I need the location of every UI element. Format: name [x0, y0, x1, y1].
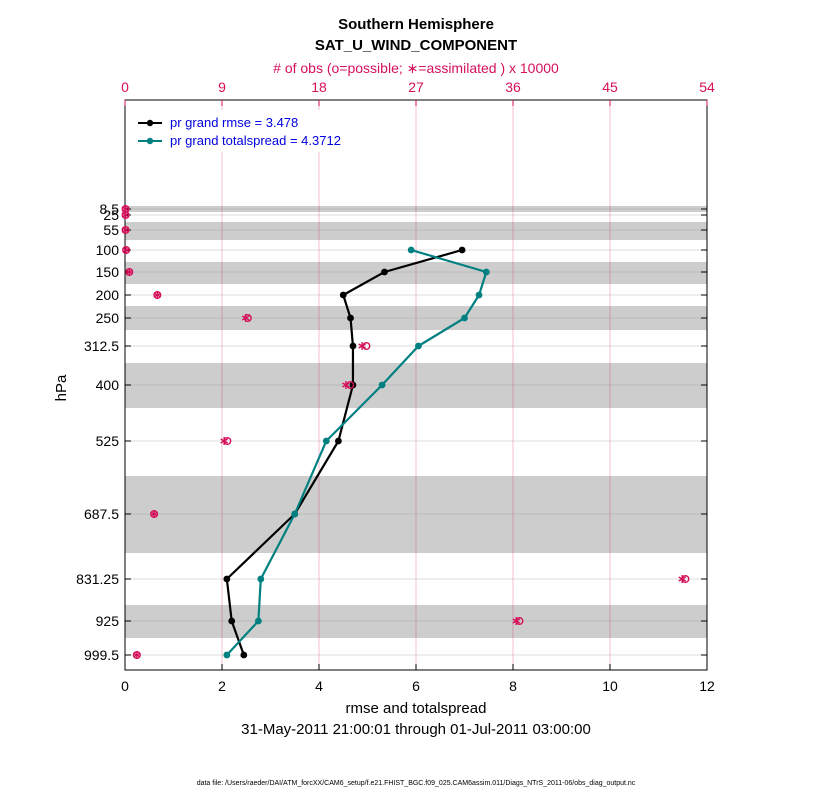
- obs-assimilated-marker: [125, 268, 134, 276]
- top-tick-label: 18: [311, 79, 327, 95]
- obs-assimilated-marker: [220, 437, 228, 445]
- y-tick-label: 925: [96, 613, 120, 629]
- rmse-point: [335, 437, 342, 445]
- rmse-point: [458, 246, 466, 254]
- y-tick-label: 999.5: [84, 647, 119, 663]
- top-tick-label: 0: [121, 79, 129, 95]
- obs-assimilated-marker: [241, 314, 250, 322]
- asterisk-stroke: [678, 576, 687, 582]
- y-axis-label: hPa: [53, 374, 70, 401]
- rmse-point: [228, 617, 236, 625]
- grid-lines: [125, 100, 707, 670]
- obs-assimilated-marker: [150, 510, 158, 518]
- obs-assimilated-marker: [133, 651, 141, 659]
- y-tick-label: 525: [96, 433, 120, 449]
- x-tick-label: 8: [509, 678, 517, 694]
- asterisk-stroke: [512, 618, 521, 624]
- rmse-point: [381, 268, 388, 276]
- obs-assimilated-marker: [121, 211, 130, 219]
- obs-assimilated-marker: [153, 291, 162, 299]
- y-tick-label: 687.5: [84, 506, 119, 522]
- level-band: [125, 262, 707, 284]
- y-tick-label: 8.5: [100, 201, 120, 217]
- obs-assimilated-marker: [122, 246, 130, 254]
- y-tick-label: 25: [103, 207, 119, 223]
- legend-spread-marker: [146, 137, 154, 145]
- x-tick-label: 10: [602, 678, 618, 694]
- top-axis-label: # of obs (o=possible; ∗=assimilated ) x …: [273, 60, 559, 76]
- top-tick-label: 54: [699, 79, 715, 95]
- y-tick-label: 200: [96, 287, 120, 303]
- top-tick-label: 27: [408, 79, 424, 95]
- y-tick-label: 831.25: [76, 571, 119, 587]
- x-tick-label: 2: [218, 678, 226, 694]
- asterisk-stroke: [121, 227, 130, 233]
- asterisk-stroke: [342, 382, 350, 388]
- obs-count-markers: [121, 204, 690, 660]
- asterisk-stroke: [150, 511, 158, 517]
- asterisk-stroke: [125, 269, 134, 275]
- legend-box: [134, 110, 370, 152]
- x-tick-label: 0: [121, 678, 129, 694]
- obs-assimilated-marker: [121, 226, 130, 234]
- legend: pr grand rmse = 3.478 pr grand totalspre…: [134, 110, 370, 152]
- asterisk-stroke: [122, 247, 130, 253]
- obs-assimilated-marker: [358, 342, 366, 350]
- totalspread-point: [482, 268, 490, 276]
- asterisk-stroke: [153, 292, 162, 298]
- y-tick-label: 100: [96, 242, 120, 258]
- asterisk-stroke: [121, 212, 130, 218]
- date-range: 31-May-2011 21:00:01 through 01-Jul-2011…: [241, 721, 591, 738]
- obs-assimilated-marker: [342, 381, 350, 389]
- y-tick-label: 150: [96, 264, 120, 280]
- top-tick-label: 36: [505, 79, 521, 95]
- rmse-point: [347, 314, 354, 322]
- totalspread-point: [257, 575, 265, 583]
- top-tick-label: 45: [602, 79, 618, 95]
- level-band: [125, 222, 707, 240]
- x-tick-label: 12: [699, 678, 715, 694]
- legend-rmse-marker: [146, 119, 154, 127]
- obs-assimilated-marker: [678, 575, 687, 583]
- asterisk-stroke: [358, 343, 366, 349]
- x-tick-label: 4: [315, 678, 323, 694]
- top-tick-label: 9: [218, 79, 226, 95]
- totalspread-point: [254, 617, 262, 625]
- totalspread-point: [415, 342, 422, 350]
- chart-subtitle: SAT_U_WIND_COMPONENT: [315, 37, 517, 54]
- legend-rmse-label: pr grand rmse = 3.478: [170, 115, 298, 130]
- level-band: [125, 605, 707, 638]
- rmse-point: [339, 291, 347, 299]
- asterisk-stroke: [121, 206, 130, 212]
- totalspread-point: [407, 246, 415, 254]
- asterisk-stroke: [241, 315, 250, 321]
- data-file-footnote: data file: /Users/raeder/DAI/ATM_forcXX/…: [197, 780, 636, 787]
- obs-assimilated-marker: [512, 617, 521, 625]
- rmse-point: [223, 575, 231, 583]
- level-band: [125, 476, 707, 553]
- x-tick-label: 6: [412, 678, 420, 694]
- y-tick-label: 55: [103, 222, 119, 238]
- asterisk-stroke: [220, 438, 228, 444]
- totalspread-point: [461, 314, 468, 322]
- totalspread-point: [223, 651, 231, 659]
- asterisk-stroke: [133, 652, 141, 658]
- level-band: [125, 363, 707, 408]
- totalspread-point: [322, 437, 330, 445]
- y-tick-label: 312.5: [84, 338, 119, 354]
- totalspread-point: [475, 291, 483, 299]
- totalspread-point: [378, 381, 386, 389]
- y-tick-label: 400: [96, 377, 120, 393]
- totalspread-point: [291, 510, 299, 518]
- rmse-point: [349, 342, 357, 350]
- y-tick-label: 250: [96, 310, 120, 326]
- rmse-point: [240, 651, 248, 659]
- chart-title: Southern Hemisphere: [338, 16, 494, 33]
- x-axis-label: rmse and totalspread: [346, 700, 487, 717]
- legend-spread-label: pr grand totalspread = 4.3712: [170, 133, 341, 148]
